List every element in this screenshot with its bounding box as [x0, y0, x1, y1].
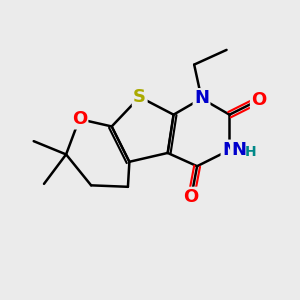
- Text: N: N: [231, 141, 246, 159]
- Text: N: N: [222, 141, 237, 159]
- Text: S: S: [133, 88, 146, 106]
- Text: O: O: [184, 188, 199, 206]
- Text: H: H: [245, 146, 256, 159]
- Text: O: O: [251, 91, 267, 109]
- Text: N: N: [194, 89, 209, 107]
- Text: O: O: [72, 110, 87, 128]
